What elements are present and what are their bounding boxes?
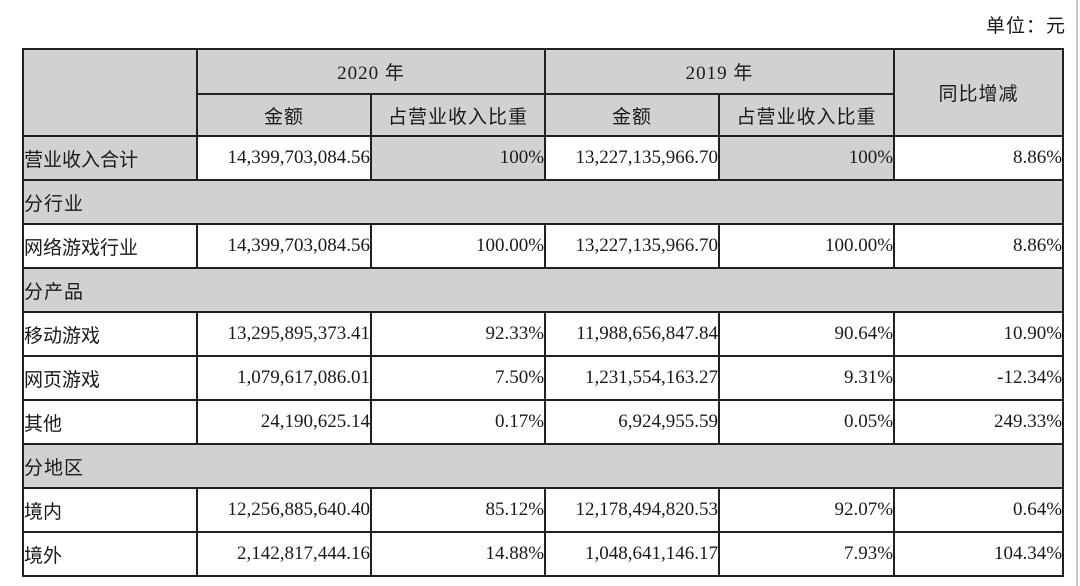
cell-value: 2,142,817,444.16 [196,531,372,577]
header-proportion-2020: 占营业收入比重 [369,93,547,137]
header-amount-2019: 金额 [544,93,721,137]
section-label: 分产品 [21,267,1065,313]
table-row: 营业收入合计 14,399,703,084.56 100% 13,227,135,96… [22,135,1065,181]
section-row: 分地区 [21,443,1065,489]
cell-value: 92.33% [369,311,547,357]
cell-value: 100.00% [718,223,896,269]
cell-value: 12,178,494,820.53 [544,487,721,533]
cell-value: 0.17% [369,399,547,445]
cell-value: 8.86% [893,223,1065,269]
cell-value: 1,079,617,086.01 [196,355,372,401]
cell-value: 1,231,554,163.27 [544,355,721,401]
cell-value: 85.12% [369,487,547,533]
row-label: 营业收入合计 [22,135,198,181]
cell-value: -12.34% [893,355,1065,401]
cell-value: 13,227,135,966.70 [544,223,721,269]
cell-value: 90.64% [718,311,896,357]
cell-value: 13,295,895,373.41 [196,311,372,357]
cell-value: 0.05% [718,399,896,445]
cell-value: 12,256,885,640.40 [196,487,372,533]
header-row-metrics: 金额 占营业收入比重 金额 占营业收入比重 [23,93,1063,137]
table-header: 2020 年 2019 年 同比增减 金额 占营业收入比重 金额 占营业收入比重 [22,48,1065,137]
table-row: 其他 24,190,625.14 0.17% 6,924,955.59 0.05% 249… [22,399,1065,445]
header-row-years: 2020 年 2019 年 同比增减 [22,48,1065,137]
section-row: 分产品 [21,267,1065,313]
section-label: 分行业 [21,179,1065,225]
header-year-2019: 2019 年 [544,48,896,95]
revenue-breakdown-table: 2020 年 2019 年 同比增减 金额 占营业收入比重 金额 占营业收入比重… [21,48,1065,577]
cell-value: 14.88% [369,531,547,577]
cell-value: 100% [718,135,896,181]
cell-value: 7.93% [718,531,896,577]
page-edge-line [1076,0,1078,586]
row-label: 其他 [22,399,198,445]
cell-value: 9.31% [718,355,896,401]
table-row: 网络游戏行业 14,399,703,084.56 100.00% 13,227,135… [22,223,1065,269]
row-label: 境内 [22,487,198,533]
row-label: 网络游戏行业 [22,223,198,269]
header-amount-2020: 金额 [196,93,372,137]
cell-value: 100% [369,135,547,181]
header-yoy: 同比增减 [893,48,1065,137]
row-label: 移动游戏 [22,311,198,357]
cell-value: 249.33% [893,399,1065,445]
section-row: 分行业 [21,179,1065,225]
corner-cell [22,48,198,137]
cell-value: 11,988,656,847.84 [544,311,721,357]
unit-label: 单位：元 [985,16,1066,37]
table-row: 境外 2,142,817,444.16 14.88% 1,048,641,146.17… [22,531,1065,577]
cell-value: 100.00% [369,223,547,269]
cell-value: 6,924,955.59 [544,399,721,445]
cell-value: 104.34% [893,531,1065,577]
table-row: 移动游戏 13,295,895,373.41 92.33% 11,988,656,84… [22,311,1065,357]
row-label: 境外 [22,531,198,577]
table-row: 境内 12,256,885,640.40 85.12% 12,178,494,820.… [22,487,1065,533]
table-row: 网页游戏 1,079,617,086.01 7.50% 1,231,554,163.2… [22,355,1065,401]
header-proportion-2019: 占营业收入比重 [718,93,896,137]
section-label: 分地区 [21,443,1065,489]
cell-value: 0.64% [893,487,1065,533]
row-label: 网页游戏 [22,355,198,401]
cell-value: 14,399,703,084.56 [196,223,372,269]
cell-value: 14,399,703,084.56 [196,135,372,181]
cell-value: 13,227,135,966.70 [544,135,721,181]
table-body: 营业收入合计 14,399,703,084.56 100% 13,227,135,96… [21,135,1065,577]
cell-value: 10.90% [893,311,1065,357]
cell-value: 24,190,625.14 [196,399,372,445]
cell-value: 7.50% [369,355,547,401]
header-year-2020: 2020 年 [195,48,547,95]
cell-value: 8.86% [893,135,1065,181]
cell-value: 1,048,641,146.17 [544,531,721,577]
cell-value: 92.07% [718,487,896,533]
